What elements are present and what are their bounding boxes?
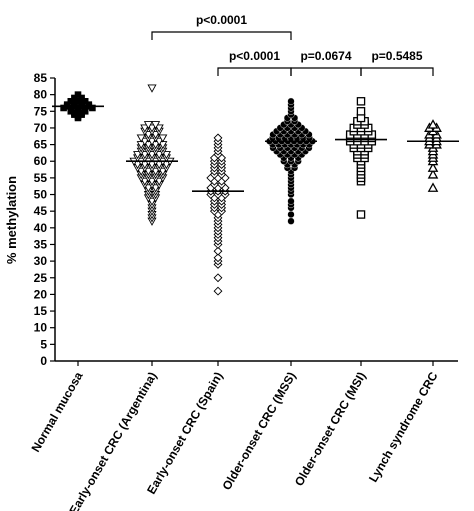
data-point [287,97,295,105]
data-point [81,106,89,113]
data-point [74,98,82,105]
y-axis-title: % methylation [4,176,19,264]
data-point [78,94,85,102]
data-point [67,106,75,113]
data-point [140,151,150,160]
category-label: Older-onset CRC (MSI) [292,370,369,489]
data-point [147,84,157,93]
data-point [158,167,168,176]
y-tick-label: 45 [34,204,48,218]
data-point [74,91,82,98]
y-tick-label: 25 [34,271,48,285]
category-label: Lynch syndrome CRC [366,369,441,484]
data-point [356,107,366,116]
data-point [356,210,366,219]
y-tick-label: 60 [34,154,48,168]
category-label: Early-onset CRC (Spain) [144,369,225,496]
y-tick-label: 55 [34,171,48,185]
data-point [427,119,439,129]
y-tick-label: 10 [34,321,48,335]
y-tick-label: 70 [34,121,48,135]
data-point [147,137,157,146]
data-point [213,273,223,283]
y-tick-label: 30 [34,254,48,268]
data-point [71,109,78,117]
data-point [158,134,168,143]
data-point [89,104,96,112]
data-point [71,94,78,102]
data-point [151,131,161,140]
data-point [143,131,153,140]
data-point [143,167,153,176]
p-value-label: p=0.5485 [371,49,422,63]
data-point [151,167,161,176]
data-point [161,151,171,160]
data-points [60,84,442,296]
data-point [147,177,157,186]
data-point [427,182,439,192]
data-point [213,246,223,256]
median-lines [52,105,459,192]
data-point [154,151,164,160]
significance-brackets: p<0.0001 p<0.0001 p=0.0674 p=0.5485 [151,13,434,76]
data-point [151,121,161,130]
data-point [136,134,146,143]
axes: 0 5 10 15 20 25 30 35 40 45 50 55 60 65 70 75 80 85 [34,71,458,368]
y-tick-label: 35 [34,237,48,251]
data-point [143,184,153,193]
data-point [140,137,150,146]
data-point [356,97,366,106]
y-tick-label: 50 [34,188,48,202]
data-point [60,104,67,112]
p-value-label: p=0.0674 [300,49,351,63]
y-tick-label: 65 [34,138,48,152]
y-tick-label: 75 [34,104,48,118]
data-point [136,167,146,176]
y-tick-label: 5 [40,337,47,351]
data-point [154,124,164,133]
data-point [74,106,82,113]
data-point [287,217,295,225]
significance-bracket [217,67,292,76]
significance-bracket [360,67,434,76]
data-point [287,210,295,219]
data-point [140,177,150,186]
data-point [140,124,150,133]
data-point [213,286,223,296]
data-point [154,137,164,146]
significance-bracket [290,67,362,76]
category-label: Older-onset CRC (MSS) [219,370,298,493]
data-point [147,124,157,133]
data-point [143,121,153,130]
y-tick-label: 15 [34,304,48,318]
data-point [151,184,161,193]
y-tick-label: 85 [34,71,48,85]
data-point [213,133,223,143]
y-tick-label: 0 [40,354,47,368]
data-point [427,162,439,172]
data-point [78,109,85,117]
significance-bracket [151,31,292,40]
data-point [78,99,85,107]
data-point [147,151,157,160]
y-tick-label: 80 [34,88,48,102]
data-point [74,112,82,120]
p-value-label: p<0.0001 [229,49,280,63]
data-point [71,99,78,107]
category-label: Normal mucosa [28,369,85,454]
data-point [67,98,75,105]
data-point [427,169,439,179]
data-point [133,151,143,160]
y-tick-label: 40 [34,221,48,235]
data-point [81,98,89,105]
p-value-label: p<0.0001 [196,13,247,27]
data-point [154,177,164,186]
data-point [147,197,157,206]
data-point [287,197,295,205]
data-point [213,253,223,263]
y-tick-label: 20 [34,287,48,301]
